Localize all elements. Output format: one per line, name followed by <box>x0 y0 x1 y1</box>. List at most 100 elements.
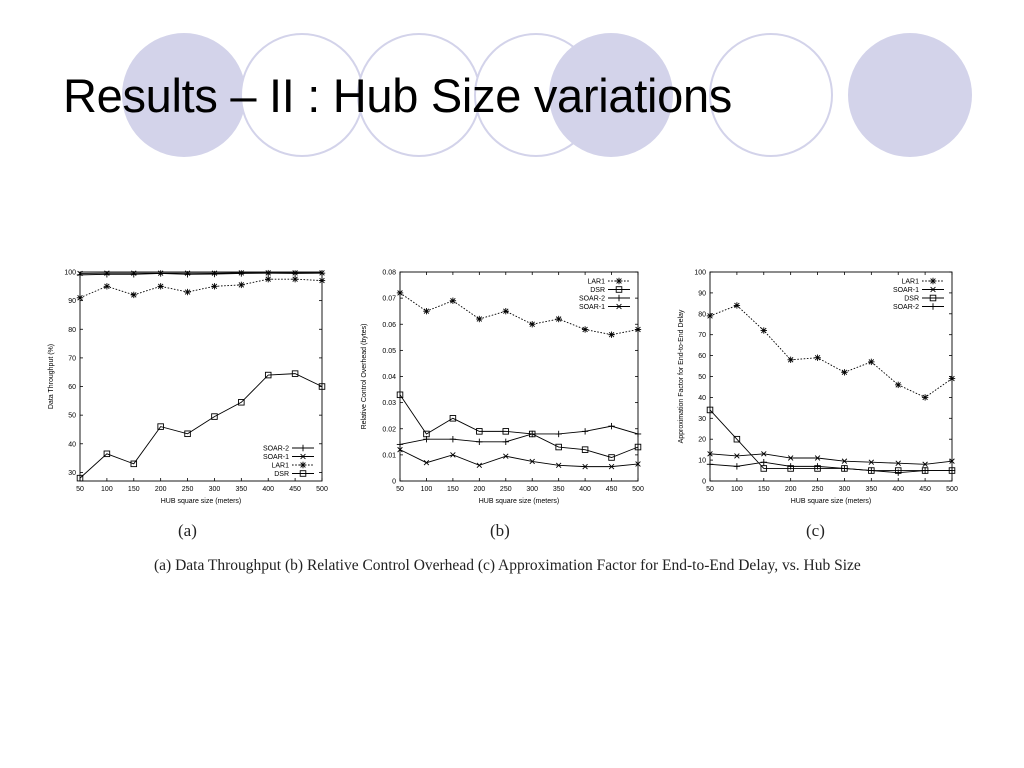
data-point-soar-1 <box>895 460 901 466</box>
data-point-dsr <box>238 399 245 406</box>
decorative-circle-3 <box>357 33 481 157</box>
decorative-circle-2 <box>240 33 364 157</box>
data-point-dsr <box>184 430 191 438</box>
x-tick-label: 400 <box>262 486 274 493</box>
legend-label-soar-2: SOAR-2 <box>579 296 605 303</box>
legend-marker-soar-2 <box>299 444 307 452</box>
series-soar-2 <box>706 458 956 476</box>
legend-marker-lar1 <box>615 277 623 285</box>
x-tick-label: 100 <box>421 486 433 493</box>
data-point-soar-2 <box>130 271 137 278</box>
data-point-soar-1 <box>814 455 821 461</box>
data-point-soar-1 <box>868 459 875 465</box>
data-point-soar-2 <box>184 271 191 278</box>
legend-marker-soar-2 <box>929 303 937 310</box>
x-tick-label: 350 <box>235 486 247 493</box>
data-point-lar1 <box>948 375 956 382</box>
data-point-soar-2 <box>555 430 562 438</box>
data-point-dsr <box>291 370 299 377</box>
legend-label-soar-2: SOAR-2 <box>263 446 289 453</box>
series-dsr <box>396 391 642 461</box>
data-point-lar1 <box>103 283 111 290</box>
data-point-soar-1 <box>292 270 298 276</box>
data-point-dsr <box>608 454 615 461</box>
data-point-dsr <box>157 423 164 430</box>
data-point-lar1 <box>814 354 821 361</box>
throughput-chart: 50 100 150 200 250 300 350 400 450 500 30 40 50 60 70 8… <box>48 269 328 506</box>
x-tick-label: 150 <box>128 486 140 493</box>
data-point-soar-2 <box>733 463 741 470</box>
data-point-soar-1 <box>77 270 83 277</box>
y-tick-label: 40 <box>68 441 76 448</box>
x-tick-label: 450 <box>606 486 618 493</box>
y-tick-label: 0.01 <box>382 452 396 459</box>
legend-label-soar-2: SOAR-2 <box>893 304 919 311</box>
data-point-soar-2 <box>634 430 642 438</box>
decorative-circle-7 <box>848 33 972 157</box>
series-soar-2 <box>76 269 326 279</box>
x-tick-label: 150 <box>758 486 770 493</box>
data-point-lar1 <box>841 369 848 376</box>
data-point-dsr <box>706 406 714 414</box>
series-lar1 <box>76 275 326 301</box>
data-point-soar-2 <box>841 465 848 472</box>
y-tick-label: 100 <box>694 270 706 277</box>
series-dsr <box>706 406 956 474</box>
data-point-dsr <box>476 428 483 435</box>
data-point-dsr <box>396 391 404 399</box>
legend-marker-dsr <box>299 470 307 477</box>
x-tick-label: 250 <box>812 486 824 493</box>
y-tick-label: 70 <box>68 355 76 362</box>
legend-label-lar1: LAR1 <box>901 279 919 286</box>
y-tick-label: 10 <box>698 458 706 465</box>
series-line-lar1 <box>399 292 639 336</box>
x-axis-label: HUB square size (meters) <box>479 498 560 505</box>
data-point-soar-1 <box>841 458 848 464</box>
data-point-lar1 <box>130 291 137 299</box>
chart-panel-a: 50 100 150 200 250 300 350 400 450 500 30 40 50 60 70 8… <box>40 262 340 512</box>
data-point-lar1 <box>502 307 509 315</box>
y-tick-label: 0.03 <box>382 400 396 407</box>
series-line-soar-1 <box>709 453 953 465</box>
data-point-lar1 <box>760 327 767 334</box>
data-point-soar-1 <box>184 270 191 276</box>
data-point-dsr <box>318 383 326 390</box>
series-line-soar-2 <box>399 425 639 445</box>
y-tick-label: 0.02 <box>382 426 396 433</box>
data-point-dsr <box>449 415 457 422</box>
series-line-lar1 <box>79 278 323 299</box>
series-line-soar-1 <box>79 272 322 274</box>
data-point-soar-1 <box>582 463 588 470</box>
data-point-soar-2 <box>921 467 929 474</box>
data-point-lar1 <box>555 315 562 323</box>
series-soar-2 <box>396 422 642 448</box>
data-point-lar1 <box>581 326 589 333</box>
legend-label-soar-1: SOAR-1 <box>579 304 605 311</box>
legend-marker-soar-1 <box>616 303 622 310</box>
data-point-lar1 <box>634 326 642 333</box>
legend-label-dsr: DSR <box>274 471 289 478</box>
data-point-soar-1 <box>476 462 483 469</box>
x-tick-label: 350 <box>553 486 565 493</box>
series-line-soar-2 <box>709 461 952 474</box>
y-tick-label: 60 <box>698 353 706 360</box>
data-point-soar-2 <box>581 428 589 435</box>
data-point-soar-1 <box>949 458 955 464</box>
decorative-circle-1 <box>122 33 246 157</box>
legend-label-lar1: LAR1 <box>587 279 605 286</box>
data-point-soar-2 <box>529 430 536 438</box>
delay-factor-chart: 50 100 150 200 250 300 350 400 450 500 0 10 20 30 40 50… <box>678 270 958 506</box>
data-point-soar-1 <box>503 453 509 459</box>
x-tick-label: 200 <box>785 486 797 493</box>
series-line-lar1 <box>709 304 953 398</box>
data-point-soar-2 <box>423 436 430 443</box>
data-point-lar1 <box>787 356 794 363</box>
legend-marker-lar1 <box>299 461 307 469</box>
data-point-lar1 <box>211 283 218 290</box>
data-point-lar1 <box>157 283 164 290</box>
series-line-dsr <box>79 373 323 479</box>
data-point-soar-2 <box>396 441 404 448</box>
x-tick-label: 350 <box>865 486 877 493</box>
legend-marker-lar1 <box>929 277 937 285</box>
data-point-lar1 <box>291 275 299 283</box>
